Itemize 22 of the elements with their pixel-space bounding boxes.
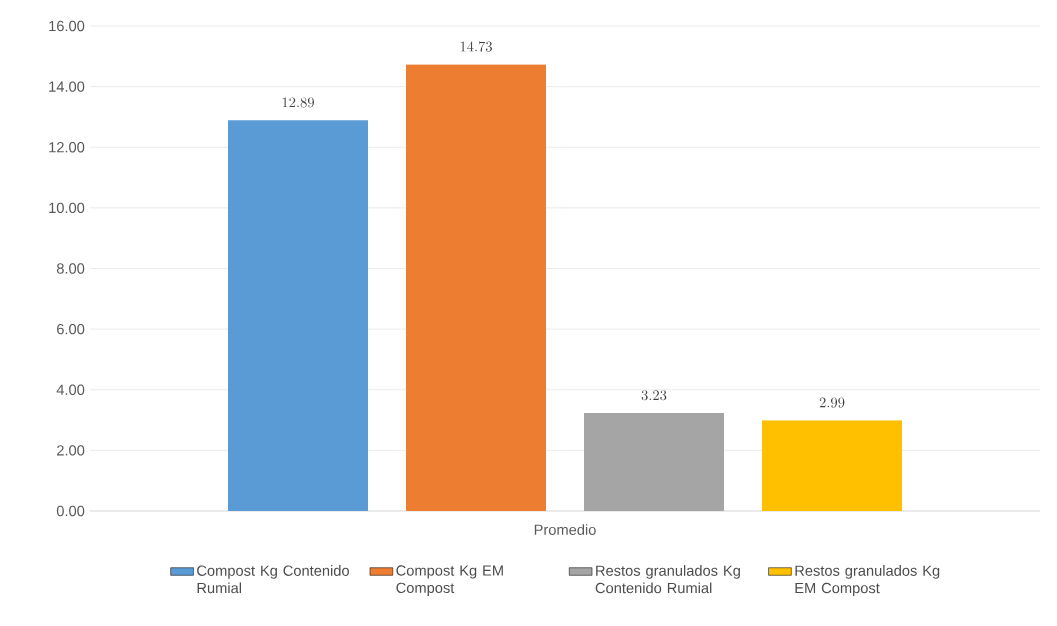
legend-label: Compost Kg EM Compost — [396, 565, 503, 596]
legend-label: Compost Kg Contenido Rumial — [197, 565, 349, 594]
y-tick-label: 4.00 — [56, 384, 85, 395]
y-tick-label: 8.00 — [56, 263, 85, 274]
y-tick-label: 14.00 — [49, 81, 85, 92]
bar — [228, 120, 369, 511]
y-tick-label: 10.00 — [49, 202, 85, 214]
legend-label: Restos granulados Kg EM Compost — [795, 565, 940, 597]
y-tick-label: 6.00 — [57, 323, 85, 335]
bar — [584, 413, 724, 511]
data-label: 14.73 — [460, 41, 492, 52]
y-tick-label: 12.00 — [49, 142, 85, 153]
bar — [406, 64, 547, 511]
y-tick-label: 16.00 — [49, 20, 85, 32]
x-tick-label: Promedio — [534, 524, 596, 535]
bar — [762, 420, 903, 511]
data-label: 3.23 — [641, 390, 667, 401]
data-label: 12.89 — [282, 97, 314, 108]
y-tick-label: 0.00 — [56, 505, 85, 517]
y-tick-label: 2.00 — [57, 445, 85, 456]
data-label: 2.99 — [819, 397, 845, 408]
legend-label: Restos granulados Kg Contenido Rumial — [595, 565, 740, 594]
